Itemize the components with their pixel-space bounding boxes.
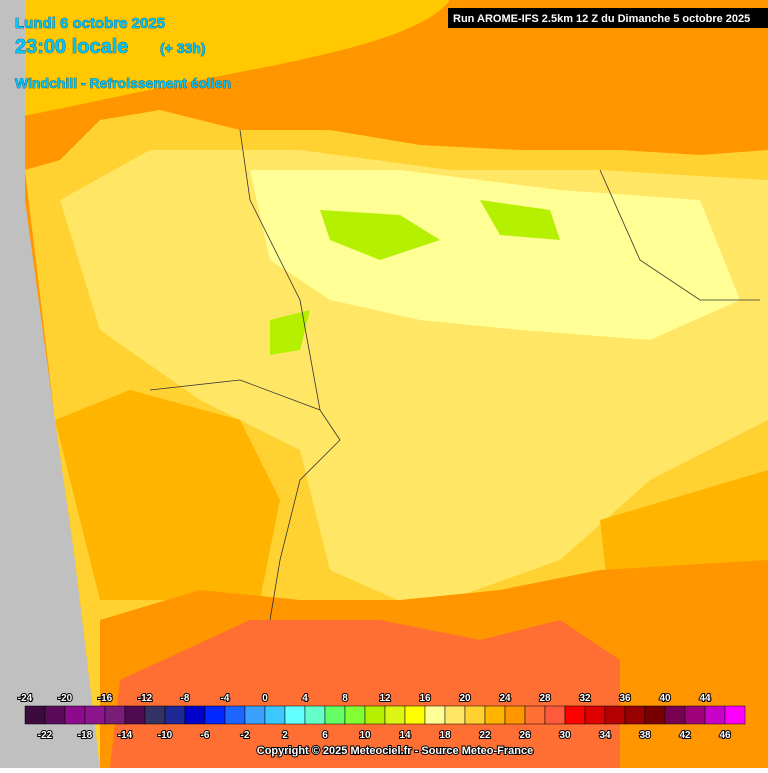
legend-label: 30: [559, 730, 571, 741]
time: 23:00 locale: [15, 36, 128, 58]
legend-label: 8: [342, 693, 348, 704]
legend-label: 12: [379, 693, 391, 704]
legend-swatch: [284, 705, 306, 725]
land-mass-west: [0, 0, 100, 768]
legend-swatch: [184, 705, 206, 725]
legend-label: 10: [359, 730, 371, 741]
product: Windchill - Refroissement éolien: [15, 75, 231, 91]
run-info: Run AROME-IFS 2.5km 12 Z du Dimanche 5 o…: [453, 13, 750, 25]
legend-swatch: [504, 705, 526, 725]
land-hot: [110, 620, 620, 768]
legend-label: 46: [719, 730, 731, 741]
legend-label: 42: [679, 730, 691, 741]
legend-swatch: [524, 705, 546, 725]
legend-label: -22: [38, 730, 53, 741]
legend-swatch: [144, 705, 166, 725]
legend-swatch: [584, 705, 606, 725]
legend-label: 24: [499, 693, 511, 704]
legend-label: -14: [118, 730, 133, 741]
sea-band: [0, 0, 450, 120]
legend-swatch: [44, 705, 66, 725]
legend-label: 40: [659, 693, 671, 704]
legend-swatch: [384, 705, 406, 725]
legend-swatch: [404, 705, 426, 725]
legend-swatch: [344, 705, 366, 725]
legend-swatch: [324, 705, 346, 725]
land-pale: [250, 170, 740, 340]
legend-swatch: [424, 705, 446, 725]
borders: [149, 129, 760, 621]
legend-swatch: [724, 705, 746, 725]
legend-swatch: [104, 705, 126, 725]
legend-swatch: [204, 705, 226, 725]
legend-label: 26: [519, 730, 531, 741]
cold-patch: [270, 200, 560, 355]
legend-label: 44: [699, 693, 711, 704]
legend-label: -18: [78, 730, 93, 741]
legend-label: 36: [619, 693, 631, 704]
legend-swatch: [304, 705, 326, 725]
legend-label: -20: [58, 693, 73, 704]
legend-label: 4: [302, 693, 308, 704]
legend-swatch: [244, 705, 266, 725]
legend-swatch: [664, 705, 686, 725]
legend-label: 32: [579, 693, 591, 704]
run-box: [448, 8, 768, 28]
legend-swatch: [464, 705, 486, 725]
legend-swatch: [264, 705, 286, 725]
legend-label: 6: [322, 730, 328, 741]
legend-swatch: [684, 705, 706, 725]
legend-swatch: [164, 705, 186, 725]
legend-label: 20: [459, 693, 471, 704]
legend-label: -2: [241, 730, 250, 741]
legend-label: 28: [539, 693, 551, 704]
legend-label: 2: [282, 730, 288, 741]
legend-swatch: [444, 705, 466, 725]
legend-label: -8: [181, 693, 190, 704]
legend-label: 14: [399, 730, 411, 741]
legend-swatch: [544, 705, 566, 725]
legend-label: -4: [221, 693, 230, 704]
date: Lundi 6 octobre 2025: [15, 15, 165, 32]
legend-label: 38: [639, 730, 651, 741]
legend-label: 0: [262, 693, 268, 704]
legend-label: -16: [98, 693, 113, 704]
legend-label: 16: [419, 693, 431, 704]
legend-label: 22: [479, 730, 491, 741]
legend-swatch: [84, 705, 106, 725]
legend-swatch: [564, 705, 586, 725]
land-orange: [55, 390, 768, 700]
legend-swatch: [644, 705, 666, 725]
legend-label: -6: [201, 730, 210, 741]
legend-swatch: [604, 705, 626, 725]
legend-label: 18: [439, 730, 451, 741]
copyright: Copyright © 2025 Meteociel.fr - Source M…: [257, 745, 533, 757]
legend-swatch: [124, 705, 146, 725]
legend-swatch: [624, 705, 646, 725]
legend-swatch: [364, 705, 386, 725]
lead-time: (+ 33h): [160, 40, 206, 56]
legend-swatch: [704, 705, 726, 725]
legend-swatch: [24, 705, 46, 725]
legend-label: -24: [18, 693, 33, 704]
legend-swatch: [224, 705, 246, 725]
legend-label: -12: [138, 693, 153, 704]
legend-label: 34: [599, 730, 611, 741]
legend-swatch: [484, 705, 506, 725]
legend-swatch: [64, 705, 86, 725]
legend-label: -10: [158, 730, 173, 741]
